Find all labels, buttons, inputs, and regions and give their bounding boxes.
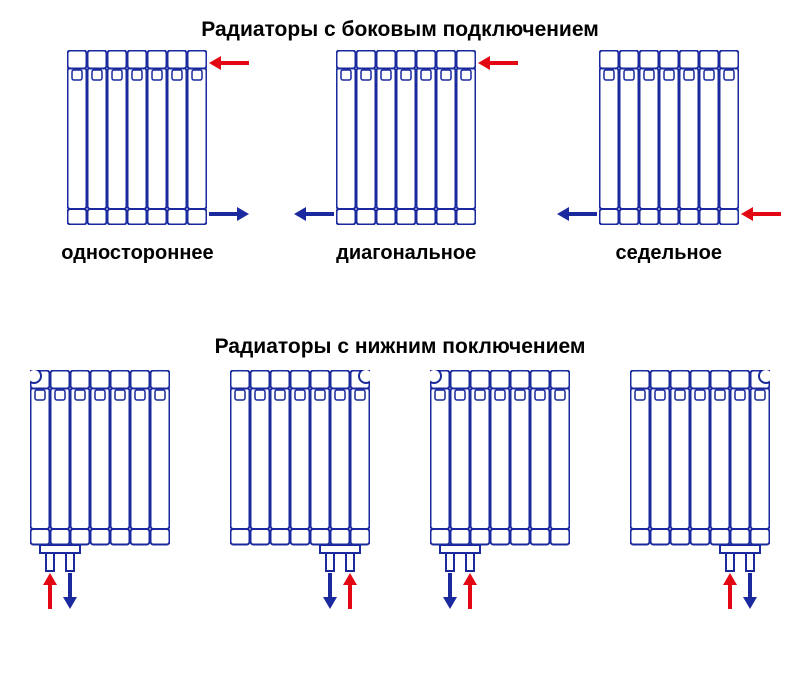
radiator-icon [430, 370, 570, 575]
diagram-cell: седельное [599, 50, 739, 265]
radiator-icon [67, 50, 207, 225]
arrow-cold-icon [63, 573, 77, 609]
diagram-cell [30, 370, 170, 580]
diagram-cell [230, 370, 370, 580]
radiator-icon [630, 370, 770, 575]
arrow-cold-icon [743, 573, 757, 609]
radiator-icon [599, 50, 739, 225]
section-title-side: Радиаторы с боковым подключением [0, 18, 800, 42]
radiator-icon [336, 50, 476, 225]
diagram-caption: диагональное [336, 242, 476, 265]
radiator-wrap [430, 370, 570, 580]
radiator-wrap [630, 370, 770, 580]
arrow-hot-icon [741, 207, 781, 221]
radiator-icon [30, 370, 170, 575]
arrow-cold-icon [209, 207, 249, 221]
arrow-hot-icon [43, 573, 57, 609]
row-bottom [0, 370, 800, 580]
arrow-cold-icon [443, 573, 457, 609]
arrow-hot-icon [723, 573, 737, 609]
arrow-hot-icon [463, 573, 477, 609]
radiator-wrap [30, 370, 170, 580]
arrow-cold-icon [557, 207, 597, 221]
arrow-hot-icon [209, 56, 249, 70]
diagram-cell [630, 370, 770, 580]
radiator-icon [230, 370, 370, 575]
arrow-cold-icon [294, 207, 334, 221]
diagram-cell: одностороннее [61, 50, 213, 265]
diagram-caption: одностороннее [61, 242, 213, 265]
radiator-wrap [230, 370, 370, 580]
diagram-caption: седельное [615, 242, 721, 265]
diagram-cell: диагональное [336, 50, 476, 265]
section-title-bottom: Радиаторы с нижним поключением [0, 335, 800, 359]
arrow-hot-icon [343, 573, 357, 609]
row-side: одностороннее диагональное седельное [0, 50, 800, 265]
radiator-wrap [336, 50, 476, 230]
diagram-cell [430, 370, 570, 580]
radiator-wrap [67, 50, 207, 230]
arrow-hot-icon [478, 56, 518, 70]
radiator-wrap [599, 50, 739, 230]
arrow-cold-icon [323, 573, 337, 609]
